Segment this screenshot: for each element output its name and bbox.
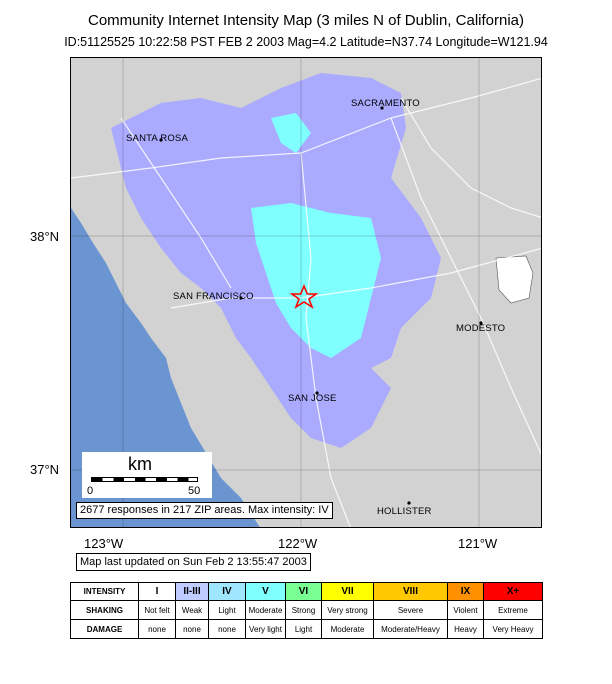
legend-intensity-ii-iii: II-III: [175, 582, 209, 601]
legend-damage-i: none: [138, 619, 176, 639]
legend-row-shaking: SHAKING Not felt Weak Light Moderate Str…: [70, 600, 543, 620]
intensity-zone-iv-north: [271, 113, 311, 153]
scale-min: 0: [87, 485, 94, 497]
legend-intensity-ix: IX: [447, 582, 484, 601]
legend-header-damage: DAMAGE: [70, 619, 139, 639]
longitude-label-121: 121°W: [458, 536, 498, 551]
legend-damage-ix: Heavy: [447, 619, 484, 639]
scale-bar-box: km 0 50: [82, 452, 212, 498]
legend-row-intensity: INTENSITY I II-III IV V VI VII VIII IX X…: [70, 582, 543, 601]
intensity-zone-i: [495, 255, 534, 304]
intensity-map: SACRAMENTO SANTA ROSA SAN FRANCISCO MODE…: [70, 57, 542, 528]
intensity-zone-iv: [251, 203, 381, 358]
scale-max: 50: [188, 485, 201, 497]
intensity-legend: INTENSITY I II-III IV V VI VII VIII IX X…: [70, 582, 543, 639]
city-label-san-jose: SAN JOSE: [288, 393, 337, 404]
legend-damage-v: Very light: [245, 619, 286, 639]
legend-header-shaking: SHAKING: [70, 600, 139, 620]
city-label-santa-rosa: SANTA ROSA: [126, 133, 189, 144]
legend-shaking-ii-iii: Weak: [175, 600, 209, 620]
map-canvas: [71, 58, 541, 527]
legend-shaking-viii: Severe: [373, 600, 448, 620]
legend-shaking-ix: Violent: [447, 600, 484, 620]
city-label-sacramento: SACRAMENTO: [351, 98, 420, 109]
legend-header-intensity: INTENSITY: [70, 582, 139, 601]
legend-intensity-vii: VII: [321, 582, 374, 601]
longitude-label-122: 122°W: [278, 536, 318, 551]
event-info: ID:51125525 10:22:58 PST FEB 2 2003 Mag=…: [64, 35, 548, 49]
legend-damage-x-plus: Very Heavy: [483, 619, 543, 639]
legend-damage-viii: Moderate/Heavy: [373, 619, 448, 639]
legend-intensity-i: I: [138, 582, 176, 601]
legend-shaking-vi: Strong: [285, 600, 322, 620]
longitude-label-123: 123°W: [84, 536, 124, 551]
legend-intensity-iv: IV: [208, 582, 246, 601]
city-label-hollister: HOLLISTER: [377, 506, 432, 517]
latitude-label-38: 38°N: [30, 229, 60, 244]
legend-damage-ii-iii: none: [175, 619, 209, 639]
legend-row-damage: DAMAGE none none none Very light Light M…: [70, 619, 543, 639]
legend-shaking-x-plus: Extreme: [483, 600, 543, 620]
city-markers: [159, 106, 483, 505]
roads: [71, 77, 541, 527]
legend-intensity-viii: VIII: [373, 582, 448, 601]
last-updated: Map last updated on Sun Feb 2 13:55:47 2…: [76, 553, 311, 571]
legend-intensity-v: V: [245, 582, 286, 601]
scale-unit: km: [128, 454, 152, 474]
scale-bar: [91, 477, 198, 482]
city-label-modesto: MODESTO: [456, 323, 506, 334]
legend-damage-iv: none: [208, 619, 246, 639]
latitude-label-37: 37°N: [30, 462, 60, 477]
responses-note: 2677 responses in 217 ZIP areas. Max int…: [76, 502, 333, 519]
legend-intensity-x-plus: X+: [483, 582, 543, 601]
legend-intensity-vi: VI: [285, 582, 322, 601]
city-label-san-francisco: SAN FRANCISCO: [173, 291, 254, 302]
epicenter-star: [289, 283, 319, 309]
legend-shaking-v: Moderate: [245, 600, 286, 620]
legend-shaking-vii: Very strong: [321, 600, 374, 620]
legend-damage-vii: Moderate: [321, 619, 374, 639]
map-title: Community Internet Intensity Map (3 mile…: [88, 12, 524, 29]
legend-shaking-i: Not felt: [138, 600, 176, 620]
legend-shaking-iv: Light: [208, 600, 246, 620]
legend-damage-vi: Light: [285, 619, 322, 639]
